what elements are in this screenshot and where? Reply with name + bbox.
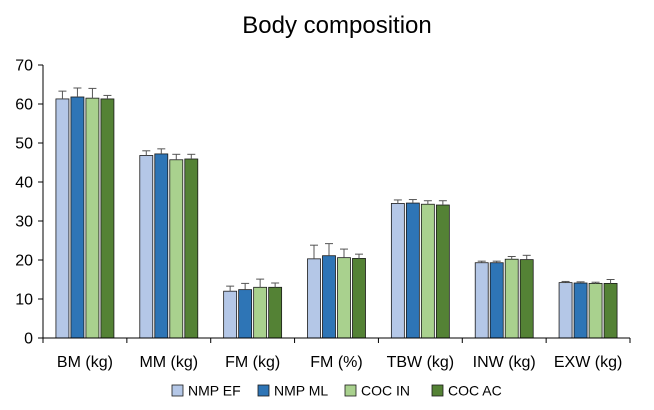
x-category-label: EXW (kg) [554,354,622,371]
bar [390,203,405,339]
x-axis: BM (kg) MM (kg) FM (kg) FM (%) TBW (kg) INW (… [42,337,631,371]
bar [169,159,184,339]
legend-label: COC IN [361,383,410,399]
bar [588,282,603,339]
y-tick-label: 30 [15,214,33,231]
legend-label: COC AC [448,383,502,399]
x-category-label: FM (%) [310,354,362,371]
bar [352,258,366,339]
bar [184,158,199,339]
error-bars [58,87,615,292]
x-category-label: INW (kg) [473,354,536,371]
bar [223,290,238,339]
legend-label: NMP ML [274,383,328,399]
bar [268,286,283,339]
bar [420,203,435,339]
y-tick-label: 40 [15,175,33,192]
legend-swatch [344,384,357,397]
y-tick-label: 0 [24,331,33,348]
bars [55,96,618,339]
bar [100,98,115,339]
bar [603,282,618,339]
bar [405,202,420,339]
x-category-label: BM (kg) [57,354,113,371]
bar [337,257,351,339]
bar [139,155,154,339]
legend-swatch [257,384,270,397]
bar [154,153,169,339]
x-category-label: MM (kg) [139,354,198,371]
bar [558,282,573,339]
bar [253,286,268,339]
bar [474,262,489,339]
x-category-label: FM (kg) [225,354,280,371]
bar [85,97,100,339]
bar [504,258,519,339]
bar [55,98,70,339]
legend-swatch [171,384,184,397]
legend: NMP EF NMP ML COC IN COC AC [171,383,502,399]
y-tick-label: 50 [15,136,33,153]
bar [238,289,253,339]
bar [489,262,504,339]
y-tick-label: 10 [15,292,33,309]
legend-label: NMP EF [188,383,241,399]
bar [573,282,588,339]
bar [519,259,534,339]
chart-title: Body composition [242,12,431,39]
legend-swatch [431,384,444,397]
bar [307,258,321,339]
bar [435,204,450,339]
y-axis: 0 10 20 30 40 50 60 70 [15,58,44,348]
y-tick-label: 20 [15,253,33,270]
x-category-label: TBW (kg) [387,354,455,371]
y-tick-label: 60 [15,97,33,114]
bar [70,96,85,339]
bar [322,255,336,339]
y-tick-label: 70 [15,58,33,75]
